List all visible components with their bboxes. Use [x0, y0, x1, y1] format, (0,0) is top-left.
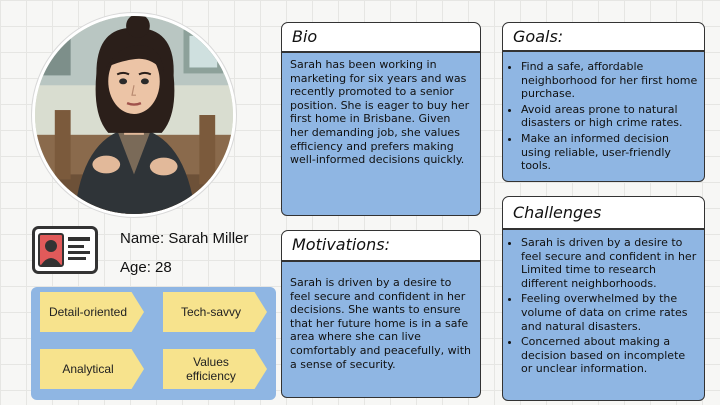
- challenges-body: Sarah is driven by a desire to feel secu…: [502, 229, 705, 401]
- list-item: Find a safe, affordable neighborhood for…: [521, 60, 698, 101]
- trait-tag: Tech-savvy: [163, 292, 267, 332]
- bio-title: Bio: [281, 22, 481, 52]
- goals-list: Find a safe, affordable neighborhood for…: [510, 60, 698, 173]
- motivations-card: Motivations: Sarah is driven by a desire…: [281, 230, 481, 398]
- trait-tag: Detail-oriented: [40, 292, 144, 332]
- goals-card: Goals: Find a safe, affordable neighborh…: [502, 22, 705, 182]
- motivations-body: Sarah is driven by a desire to feel secu…: [281, 261, 481, 398]
- traits-panel: Detail-oriented Tech-savvy Analytical Va…: [31, 287, 276, 400]
- goals-body: Find a safe, affordable neighborhood for…: [502, 51, 705, 182]
- goals-title: Goals:: [502, 22, 705, 51]
- list-item: Concerned about making a decision based …: [521, 335, 698, 376]
- persona-age: Age: 28: [120, 259, 172, 276]
- challenges-list: Sarah is driven by a desire to feel secu…: [510, 236, 698, 376]
- persona-portrait: [32, 13, 236, 217]
- list-item: Avoid areas prone to natural disasters o…: [521, 103, 698, 130]
- list-item: Feeling overwhelmed by the volume of dat…: [521, 292, 698, 333]
- bio-body: Sarah has been working in marketing for …: [281, 52, 481, 216]
- list-item: Make an informed decision using reliable…: [521, 132, 698, 173]
- bio-card: Bio Sarah has been working in marketing …: [281, 22, 481, 216]
- challenges-card: Challenges Sarah is driven by a desire t…: [502, 196, 705, 401]
- persona-name: Name: Sarah Miller: [120, 230, 249, 247]
- list-item: Sarah is driven by a desire to feel secu…: [521, 236, 698, 290]
- motivations-text: Sarah is driven by a desire to feel secu…: [290, 276, 472, 371]
- id-card-icon: [32, 226, 98, 274]
- portrait-illustration: [35, 16, 233, 214]
- challenges-title: Challenges: [502, 196, 705, 229]
- trait-tag: Values efficiency: [163, 349, 267, 389]
- motivations-title: Motivations:: [281, 230, 481, 261]
- trait-tag: Analytical: [40, 349, 144, 389]
- bio-text: Sarah has been working in marketing for …: [290, 58, 470, 167]
